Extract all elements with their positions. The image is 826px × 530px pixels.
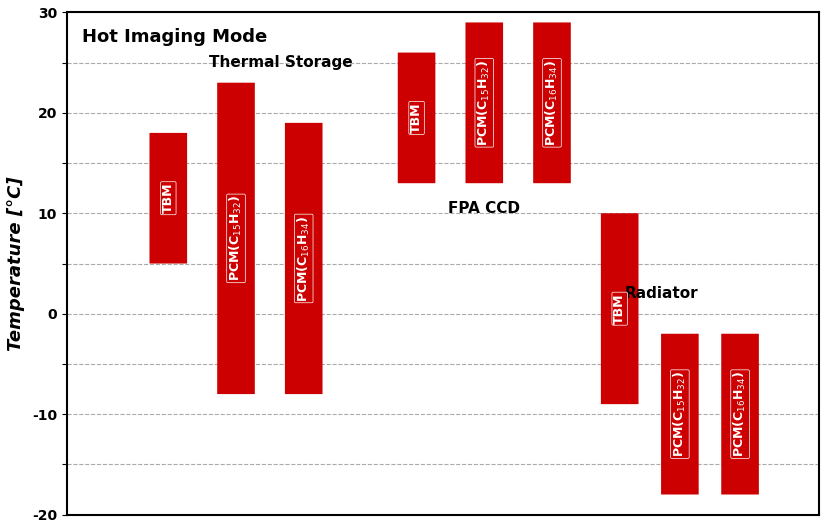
FancyBboxPatch shape xyxy=(661,334,699,494)
Text: PCM(C$_{15}$H$_{32}$): PCM(C$_{15}$H$_{32}$) xyxy=(228,196,244,281)
FancyBboxPatch shape xyxy=(150,133,188,263)
Text: FPA CCD: FPA CCD xyxy=(449,201,520,216)
FancyBboxPatch shape xyxy=(398,52,435,183)
FancyBboxPatch shape xyxy=(721,334,759,494)
Text: PCM(C$_{16}$H$_{34}$): PCM(C$_{16}$H$_{34}$) xyxy=(544,60,560,146)
Y-axis label: Temperature [°C]: Temperature [°C] xyxy=(7,176,25,351)
Text: PCM(C$_{15}$H$_{32}$): PCM(C$_{15}$H$_{32}$) xyxy=(477,60,492,146)
Text: PCM(C$_{16}$H$_{34}$): PCM(C$_{16}$H$_{34}$) xyxy=(732,371,748,457)
Text: TBM: TBM xyxy=(162,183,175,214)
FancyBboxPatch shape xyxy=(217,83,254,394)
FancyBboxPatch shape xyxy=(533,22,571,183)
FancyBboxPatch shape xyxy=(601,213,638,404)
Text: PCM(C$_{15}$H$_{32}$): PCM(C$_{15}$H$_{32}$) xyxy=(672,371,688,457)
Text: Hot Imaging Mode: Hot Imaging Mode xyxy=(82,28,267,46)
Text: Thermal Storage: Thermal Storage xyxy=(209,55,353,70)
FancyBboxPatch shape xyxy=(466,22,503,183)
Text: TBM: TBM xyxy=(613,294,626,324)
FancyBboxPatch shape xyxy=(285,123,322,394)
Text: Radiator: Radiator xyxy=(624,286,698,301)
Text: TBM: TBM xyxy=(410,103,423,133)
Text: PCM(C$_{16}$H$_{34}$): PCM(C$_{16}$H$_{34}$) xyxy=(296,215,311,302)
